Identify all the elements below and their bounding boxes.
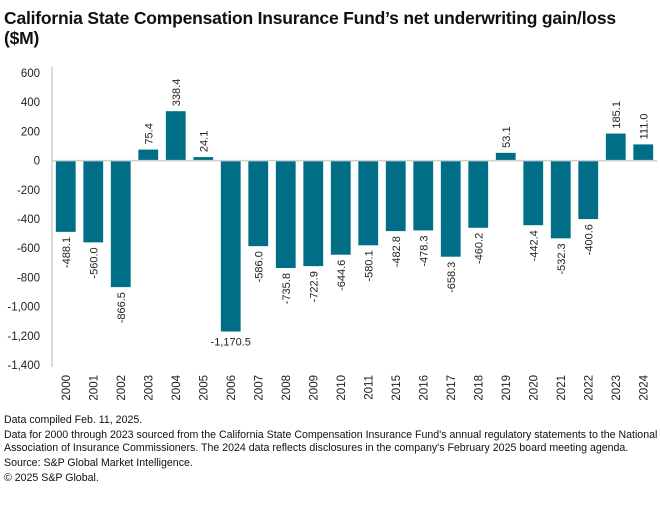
x-tick-label: 2018 bbox=[473, 375, 485, 401]
bar bbox=[165, 111, 186, 161]
data-label: -866.5 bbox=[116, 292, 128, 323]
x-tick-label: 2009 bbox=[308, 375, 320, 401]
x-tick-label: 2004 bbox=[171, 374, 183, 400]
bar bbox=[110, 160, 131, 288]
x-tick-label: 2007 bbox=[253, 375, 265, 401]
data-label: -658.3 bbox=[446, 262, 458, 293]
data-label: -722.9 bbox=[308, 271, 320, 302]
chart-title: California State Compensation Insurance … bbox=[4, 8, 616, 48]
x-tick-label: 2002 bbox=[116, 375, 128, 401]
bar bbox=[330, 160, 351, 255]
note-description: Data for 2000 through 2023 sourced from … bbox=[4, 429, 658, 454]
bar bbox=[358, 160, 379, 246]
bar bbox=[193, 157, 214, 161]
bar bbox=[138, 149, 159, 161]
data-label: 111.0 bbox=[638, 113, 650, 139]
data-label: -644.6 bbox=[336, 260, 348, 291]
x-tick-label: 2019 bbox=[501, 375, 513, 401]
bar bbox=[578, 160, 599, 220]
data-label: -586.0 bbox=[253, 251, 265, 282]
data-label: -560.0 bbox=[88, 247, 100, 278]
y-axis: 600 400 200 0 -200 -400 -600 -800 -1,000 -1,200 -1… bbox=[7, 67, 53, 372]
data-label: 75.4 bbox=[143, 123, 155, 144]
data-label: 338.4 bbox=[171, 79, 183, 107]
chart-notes: Data compiled Feb. 11, 2025. Data for 20… bbox=[4, 414, 659, 487]
x-tick-label: 2008 bbox=[281, 375, 293, 401]
y-tick-label: -800 bbox=[17, 272, 40, 284]
bar bbox=[303, 160, 324, 267]
bar bbox=[413, 160, 434, 231]
data-label: 24.1 bbox=[198, 131, 210, 152]
data-label: -532.3 bbox=[556, 243, 568, 274]
data-label: 53.1 bbox=[501, 126, 513, 147]
y-tick-label: 200 bbox=[21, 126, 40, 138]
bar bbox=[633, 144, 654, 161]
bar bbox=[550, 160, 571, 239]
x-tick-label: 2010 bbox=[336, 375, 348, 401]
x-tick-label: 2001 bbox=[88, 375, 100, 401]
data-label: -478.3 bbox=[418, 235, 430, 266]
bar bbox=[83, 160, 104, 243]
note-compiled: Data compiled Feb. 11, 2025. bbox=[4, 414, 143, 426]
data-label: -400.6 bbox=[583, 224, 595, 255]
y-tick-label: 0 bbox=[34, 156, 40, 168]
bar bbox=[523, 160, 544, 226]
bar bbox=[495, 152, 516, 161]
y-tick-label: -1,000 bbox=[7, 302, 40, 314]
data-label: -442.4 bbox=[528, 230, 540, 261]
y-tick-label: -600 bbox=[17, 243, 40, 255]
y-tick-label: -400 bbox=[17, 214, 40, 226]
bar-chart: 6004002000-200-400-600-800-1,000-1,200-1… bbox=[7, 67, 657, 401]
bar bbox=[468, 160, 489, 228]
x-tick-label: 2020 bbox=[528, 375, 540, 401]
note-copyright: © 2025 S&P Global. bbox=[4, 472, 99, 484]
x-tick-label: 2003 bbox=[143, 375, 155, 401]
data-label: -580.1 bbox=[363, 250, 375, 281]
bars-group bbox=[55, 111, 654, 332]
data-label: 185.1 bbox=[611, 101, 623, 129]
data-label: -460.2 bbox=[473, 233, 485, 264]
bar bbox=[275, 160, 296, 269]
bar bbox=[220, 160, 241, 332]
x-tick-label: 2011 bbox=[363, 375, 375, 400]
y-tick-label: -1,200 bbox=[7, 331, 40, 343]
x-tick-label: 2006 bbox=[226, 375, 238, 401]
y-tick-label: 400 bbox=[21, 97, 40, 109]
bar bbox=[55, 160, 76, 232]
x-axis: 2000 2001 2002 2003 2004 2005 2006 2007 2008 2009… bbox=[61, 374, 651, 400]
bar bbox=[605, 133, 626, 161]
data-label: -1,170.5 bbox=[211, 336, 251, 348]
x-tick-label: 2015 bbox=[391, 375, 403, 401]
x-tick-label: 2024 bbox=[638, 374, 650, 400]
data-label: -482.8 bbox=[391, 236, 403, 267]
data-label: -488.1 bbox=[61, 237, 73, 268]
x-tick-label: 2000 bbox=[61, 375, 73, 401]
note-source: Source: S&P Global Market Intelligence. bbox=[4, 457, 193, 469]
y-tick-label: -200 bbox=[17, 185, 40, 197]
data-label: -735.8 bbox=[281, 273, 293, 304]
data-labels-group: -488.1 -560.0 -866.5 75.4 338.4 24.1 -1,170.5 -… bbox=[61, 79, 651, 349]
bar bbox=[385, 160, 406, 232]
x-tick-label: 2023 bbox=[611, 375, 623, 401]
y-tick-label: -1,400 bbox=[7, 360, 40, 372]
x-tick-label: 2022 bbox=[583, 375, 595, 401]
x-tick-label: 2017 bbox=[446, 375, 458, 401]
x-tick-label: 2016 bbox=[418, 375, 430, 401]
x-tick-label: 2005 bbox=[198, 375, 210, 401]
x-tick-label: 2021 bbox=[556, 375, 568, 401]
bar bbox=[440, 160, 461, 257]
y-tick-label: 600 bbox=[21, 68, 40, 80]
bar bbox=[248, 160, 269, 247]
